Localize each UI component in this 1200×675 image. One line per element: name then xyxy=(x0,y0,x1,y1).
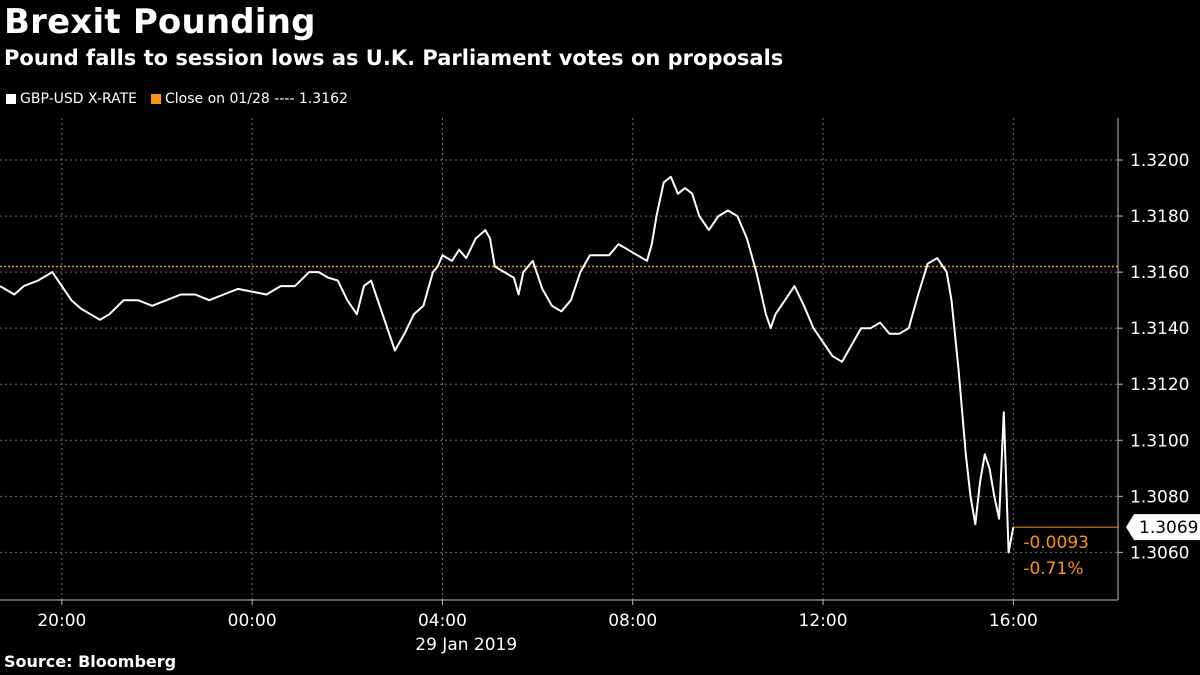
last-value-label: 1.3069 xyxy=(1139,518,1198,538)
y-tick-label-6: 1.3180 xyxy=(1130,207,1189,227)
legend-label-close: Close on 01/28 ---- 1.3162 xyxy=(165,91,348,107)
y-tick-label-0: 1.3060 xyxy=(1130,543,1189,563)
x-tick-label-5: 16:00 xyxy=(989,611,1038,631)
y-tick-label-7: 1.3200 xyxy=(1130,151,1189,171)
x-date-label: 29 Jan 2019 xyxy=(415,635,517,655)
series-line-gbp-usd xyxy=(0,175,1015,554)
legend-swatch-close xyxy=(151,94,161,104)
x-tick-label-2: 04:00 xyxy=(418,611,467,631)
y-tick-label-2: 1.3100 xyxy=(1130,431,1189,451)
chart-title: Brexit Pounding xyxy=(4,2,316,42)
x-tick-label-3: 08:00 xyxy=(608,611,657,631)
y-tick-label-4: 1.3140 xyxy=(1130,319,1189,339)
legend-item-series: GBP-USD X-RATE xyxy=(6,91,137,107)
x-tick-label-4: 12:00 xyxy=(799,611,848,631)
last-value-tag xyxy=(1126,514,1200,541)
x-tick-label-1: 00:00 xyxy=(228,611,277,631)
legend-label-series: GBP-USD X-RATE xyxy=(20,91,137,107)
change-label-1: -0.71% xyxy=(1023,559,1083,579)
chart-subtitle: Pound falls to session lows as U.K. Parl… xyxy=(4,46,784,70)
x-tick-label-0: 20:00 xyxy=(37,611,86,631)
legend: GBP-USD X-RATE Close on 01/28 ---- 1.316… xyxy=(6,91,348,107)
y-tick-label-1: 1.3080 xyxy=(1130,487,1189,507)
legend-item-close: Close on 01/28 ---- 1.3162 xyxy=(151,91,348,107)
legend-swatch-series xyxy=(6,94,16,104)
source-note: Source: Bloomberg xyxy=(4,652,177,671)
change-label-0: -0.0093 xyxy=(1023,533,1089,553)
y-tick-label-5: 1.3160 xyxy=(1130,263,1189,283)
y-tick-label-3: 1.3120 xyxy=(1130,375,1189,395)
